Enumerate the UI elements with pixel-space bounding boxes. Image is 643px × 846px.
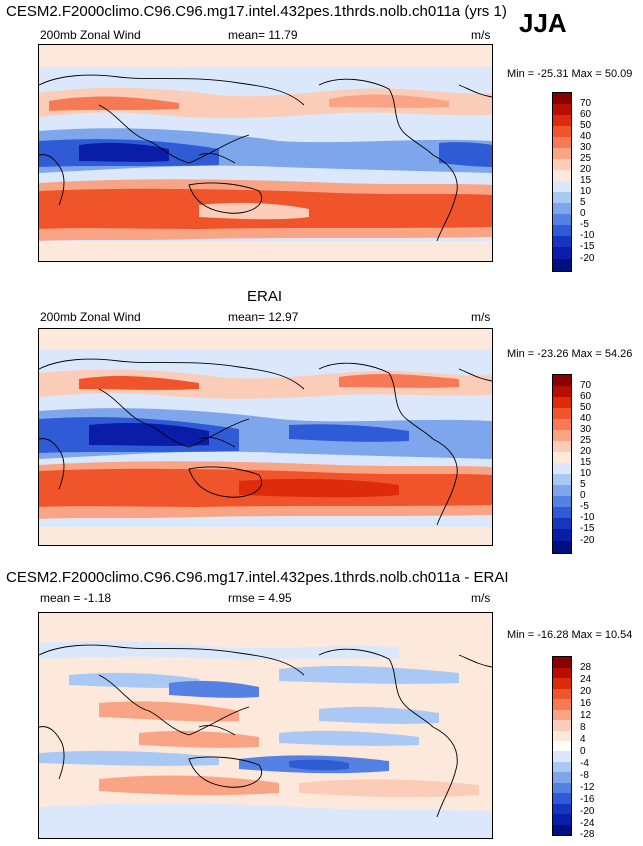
panel2-tick: 25 [580, 435, 592, 446]
panel2-tick: 60 [580, 391, 592, 402]
panel2-units: m/s [471, 310, 491, 324]
panel2-tick: 10 [580, 468, 592, 479]
panel1-tick: -15 [580, 241, 595, 252]
panel3-tick: -8 [580, 770, 589, 781]
panel1-tick: 0 [580, 208, 586, 219]
panel2-tick: 15 [580, 457, 592, 468]
panel3-tick: -12 [580, 782, 595, 793]
panel3-mean-label: mean = -1.18 [40, 591, 112, 605]
panel2-map [38, 328, 493, 546]
panel2-tick: -15 [580, 523, 595, 534]
panel1-tick: 10 [580, 186, 592, 197]
panel2-tick: 30 [580, 424, 592, 435]
figure-title: CESM2.F2000climo.C96.C96.mg17.intel.432p… [6, 3, 507, 20]
panel1-tick: 60 [580, 109, 592, 120]
panel2-tick: 0 [580, 490, 586, 501]
panel3-minmax: Min = -16.28 Max = 10.54 [507, 629, 633, 641]
panel3-tick: -28 [580, 829, 595, 840]
panel1-tick: 5 [580, 197, 586, 208]
panel2-colorbar [552, 374, 572, 554]
panel1-tick: 50 [580, 120, 592, 131]
panel1-colorbar [552, 92, 572, 272]
panel3-tick: -4 [580, 758, 589, 769]
panel3-tick: -24 [580, 818, 595, 829]
panel1-tick: 15 [580, 175, 592, 186]
panel1-units: m/s [471, 28, 491, 42]
panel2-tick: 5 [580, 479, 586, 490]
panel2-tick: 50 [580, 402, 592, 413]
panel1-mean-label: mean= 11.79 [228, 28, 298, 42]
panel1-tick: 30 [580, 142, 592, 153]
panel1-tick: -10 [580, 230, 595, 241]
panel1-minmax: Min = -25.31 Max = 50.09 [507, 68, 633, 80]
panel3-tick: 0 [580, 746, 586, 757]
panel3-tick: -20 [580, 806, 595, 817]
panel2-tick: -5 [580, 501, 589, 512]
panel1-tick: 40 [580, 131, 592, 142]
panel2-minmax: Min = -23.26 Max = 54.26 [507, 348, 633, 360]
panel3-colorbar [552, 656, 572, 836]
panel3-rmse-label: rmse = 4.95 [228, 591, 292, 605]
panel2-tick: 70 [580, 380, 592, 391]
panel3-tick: 8 [580, 722, 586, 733]
panel2-tick: 20 [580, 446, 592, 457]
panel3-map [38, 612, 493, 839]
panel1-tick: 25 [580, 153, 592, 164]
season-label: JJA [519, 8, 567, 38]
panel3-title: CESM2.F2000climo.C96.C96.mg17.intel.432p… [6, 569, 509, 586]
panel3-tick: 24 [580, 674, 592, 685]
panel1-tick: -20 [580, 253, 595, 264]
panel1-tick: 20 [580, 164, 592, 175]
panel1-field-label: 200mb Zonal Wind [40, 28, 141, 42]
panel3-tick: 20 [580, 686, 592, 697]
panel2-tick: -20 [580, 535, 595, 546]
panel3-tick: 16 [580, 698, 592, 709]
panel2-tick: -10 [580, 512, 595, 523]
panel1-tick: 70 [580, 98, 592, 109]
panel3-tick: 4 [580, 734, 586, 745]
panel2-title: ERAI [247, 288, 283, 305]
panel1-map [38, 44, 493, 262]
panel2-mean-label: mean= 12.97 [228, 310, 299, 324]
panel3-tick: -16 [580, 794, 595, 805]
panel2-field-label: 200mb Zonal Wind [40, 310, 141, 324]
panel1-tick: -5 [580, 219, 589, 230]
panel3-tick: 12 [580, 710, 592, 721]
panel3-units: m/s [471, 591, 491, 605]
panel3-tick: 28 [580, 662, 592, 673]
panel2-tick: 40 [580, 413, 592, 424]
